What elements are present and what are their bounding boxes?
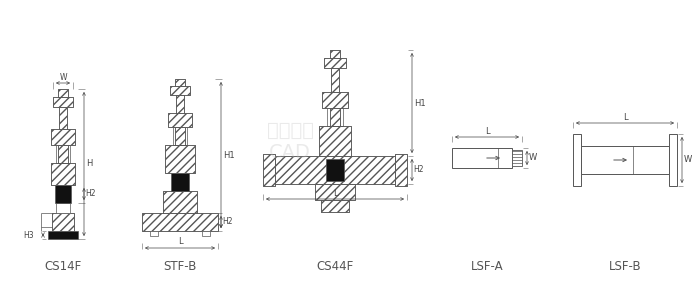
Bar — [171, 173, 189, 191]
Bar — [53, 97, 73, 107]
Bar — [322, 92, 348, 108]
Bar — [163, 191, 197, 213]
Bar — [52, 213, 74, 231]
Text: H: H — [86, 160, 92, 168]
Text: W: W — [60, 73, 66, 81]
Bar — [58, 89, 68, 97]
Text: 扳深化工
CAD: 扳深化工 CAD — [267, 121, 314, 162]
Bar — [58, 145, 68, 163]
Text: H1: H1 — [414, 99, 426, 108]
Bar — [51, 163, 75, 185]
Bar — [142, 213, 218, 231]
Bar — [319, 126, 351, 156]
Bar — [175, 127, 185, 145]
Bar — [173, 127, 187, 145]
Bar — [52, 213, 74, 231]
Bar — [56, 145, 70, 163]
Bar — [321, 200, 349, 212]
Text: H2: H2 — [85, 190, 96, 199]
Bar — [59, 107, 67, 129]
Bar — [170, 86, 190, 95]
Bar — [55, 185, 71, 203]
Bar — [53, 97, 73, 107]
Bar — [165, 145, 195, 173]
Bar — [175, 127, 185, 145]
Bar — [331, 68, 339, 92]
Bar — [669, 134, 677, 186]
Bar — [56, 203, 70, 213]
Text: H2: H2 — [414, 166, 424, 175]
Bar — [51, 129, 75, 145]
Text: H2: H2 — [223, 218, 233, 227]
Bar — [176, 95, 184, 113]
Bar — [175, 79, 185, 86]
Bar — [59, 107, 67, 129]
Bar — [51, 129, 75, 145]
Bar — [275, 156, 395, 184]
Bar — [168, 113, 192, 127]
Bar — [395, 154, 407, 186]
Bar — [263, 154, 275, 186]
Bar — [315, 184, 355, 200]
Bar — [581, 146, 669, 174]
Bar — [202, 231, 210, 236]
Bar — [330, 108, 340, 126]
Bar — [175, 79, 185, 86]
Bar — [319, 126, 351, 156]
Bar — [170, 86, 190, 95]
Text: STF-B: STF-B — [163, 260, 197, 273]
Bar — [58, 145, 68, 163]
Text: H3: H3 — [23, 231, 34, 240]
Text: CS44F: CS44F — [316, 260, 354, 273]
Bar — [512, 150, 522, 166]
Bar — [327, 108, 343, 126]
Bar — [48, 231, 78, 239]
Bar — [395, 154, 407, 186]
Bar — [330, 50, 340, 58]
Bar — [315, 184, 355, 200]
Bar — [324, 58, 346, 68]
Bar — [150, 231, 158, 236]
Text: LSF-A: LSF-A — [470, 260, 503, 273]
Bar — [58, 89, 68, 97]
Bar — [51, 163, 75, 185]
Text: W: W — [529, 153, 538, 162]
Text: L: L — [484, 127, 489, 136]
Bar — [168, 113, 192, 127]
Text: L: L — [178, 238, 182, 247]
Bar — [322, 92, 348, 108]
Bar — [324, 58, 346, 68]
Bar — [275, 156, 395, 184]
Bar — [331, 68, 339, 92]
Text: W: W — [684, 155, 692, 164]
Bar — [321, 200, 349, 212]
Bar — [142, 213, 218, 231]
Bar — [330, 50, 340, 58]
Bar — [165, 145, 195, 173]
Text: LSF-B: LSF-B — [609, 260, 641, 273]
Bar — [573, 134, 581, 186]
Text: L: L — [623, 112, 627, 121]
Text: L: L — [332, 188, 337, 197]
Text: H1: H1 — [223, 151, 235, 160]
Bar — [163, 191, 197, 213]
Bar — [176, 95, 184, 113]
Text: CS14F: CS14F — [44, 260, 82, 273]
Bar — [452, 148, 512, 168]
Bar — [326, 159, 344, 181]
Bar — [330, 108, 340, 126]
Bar — [263, 154, 275, 186]
